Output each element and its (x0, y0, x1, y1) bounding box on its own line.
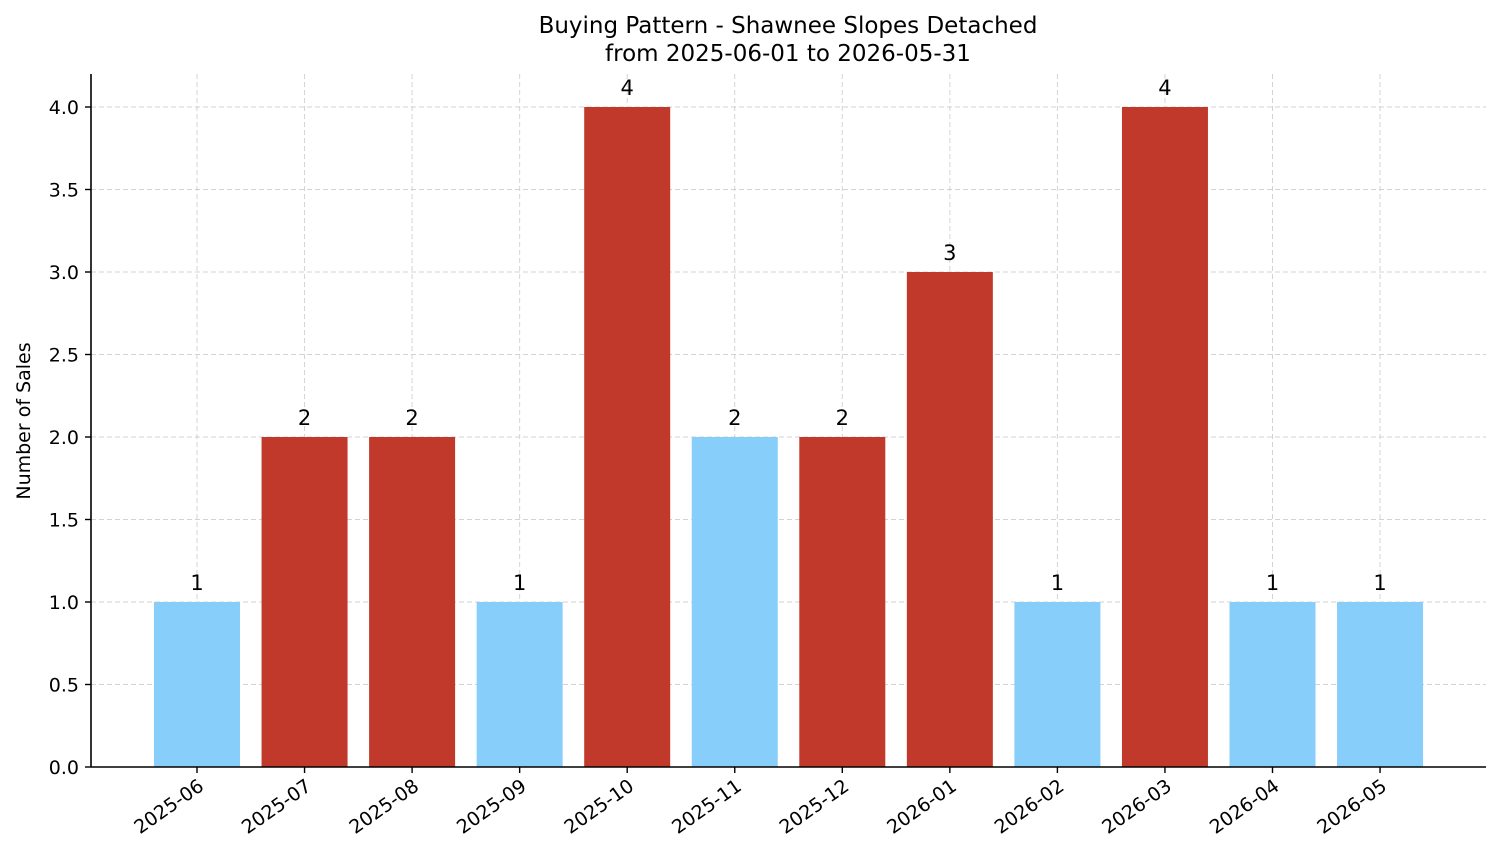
bar-value-label: 1 (190, 571, 203, 595)
x-tick-label: 2025-08 (345, 775, 423, 839)
bar (906, 272, 993, 767)
bar (261, 437, 348, 767)
bar (799, 437, 886, 767)
chart-subtitle: from 2025-06-01 to 2026-05-31 (605, 41, 971, 67)
bar (691, 437, 778, 767)
bar (1014, 602, 1101, 767)
y-tick-label: 2.5 (49, 345, 79, 367)
x-tick-label: 2025-09 (453, 775, 531, 839)
chart-title: Buying Pattern - Shawnee Slopes Detached (539, 13, 1038, 39)
bar-value-label: 3 (943, 241, 956, 265)
bar (584, 107, 671, 767)
bar (1121, 107, 1208, 767)
x-tick-label: 2026-02 (991, 775, 1069, 839)
x-tick-label: 2026-04 (1206, 775, 1284, 839)
x-tick-label: 2026-05 (1313, 775, 1391, 839)
bar-value-label: 2 (728, 406, 741, 430)
y-tick-label: 0.5 (49, 675, 79, 697)
y-tick-label: 1.0 (49, 592, 79, 614)
y-axis-label: Number of Sales (13, 342, 35, 499)
bar-value-label: 2 (836, 406, 849, 430)
bar-value-label: 4 (621, 76, 634, 100)
y-tick-label: 1.5 (49, 510, 79, 532)
y-tick-label: 2.0 (49, 427, 79, 449)
bar-value-label: 2 (405, 406, 418, 430)
x-tick-label: 2025-10 (560, 775, 638, 839)
x-tick-label: 2026-03 (1098, 775, 1176, 839)
bar (1229, 602, 1316, 767)
bar (369, 437, 456, 767)
x-tick-label: 2026-01 (883, 775, 961, 839)
x-tick-label: 2025-07 (238, 775, 316, 839)
y-tick-label: 4.0 (49, 97, 79, 119)
y-tick-label: 3.0 (49, 262, 79, 284)
bar-value-label: 1 (513, 571, 526, 595)
x-tick-label: 2025-11 (668, 775, 746, 839)
bar-value-label: 1 (1051, 571, 1064, 595)
bar (154, 602, 240, 767)
x-tick-label: 2025-12 (776, 775, 854, 839)
bar (1337, 602, 1424, 767)
bar-value-label: 4 (1158, 76, 1171, 100)
y-tick-label: 3.5 (49, 180, 79, 202)
bar (476, 602, 563, 767)
bar-value-label: 1 (1266, 571, 1279, 595)
bars (154, 107, 1424, 767)
bar-value-label: 1 (1373, 571, 1386, 595)
x-tick-label: 2025-06 (130, 775, 208, 839)
y-tick-label: 0.0 (49, 757, 79, 779)
data-labels: 1 2 2 1 4 2 2 3 1 4 1 1 (190, 76, 1386, 595)
bar-value-label: 2 (298, 406, 311, 430)
